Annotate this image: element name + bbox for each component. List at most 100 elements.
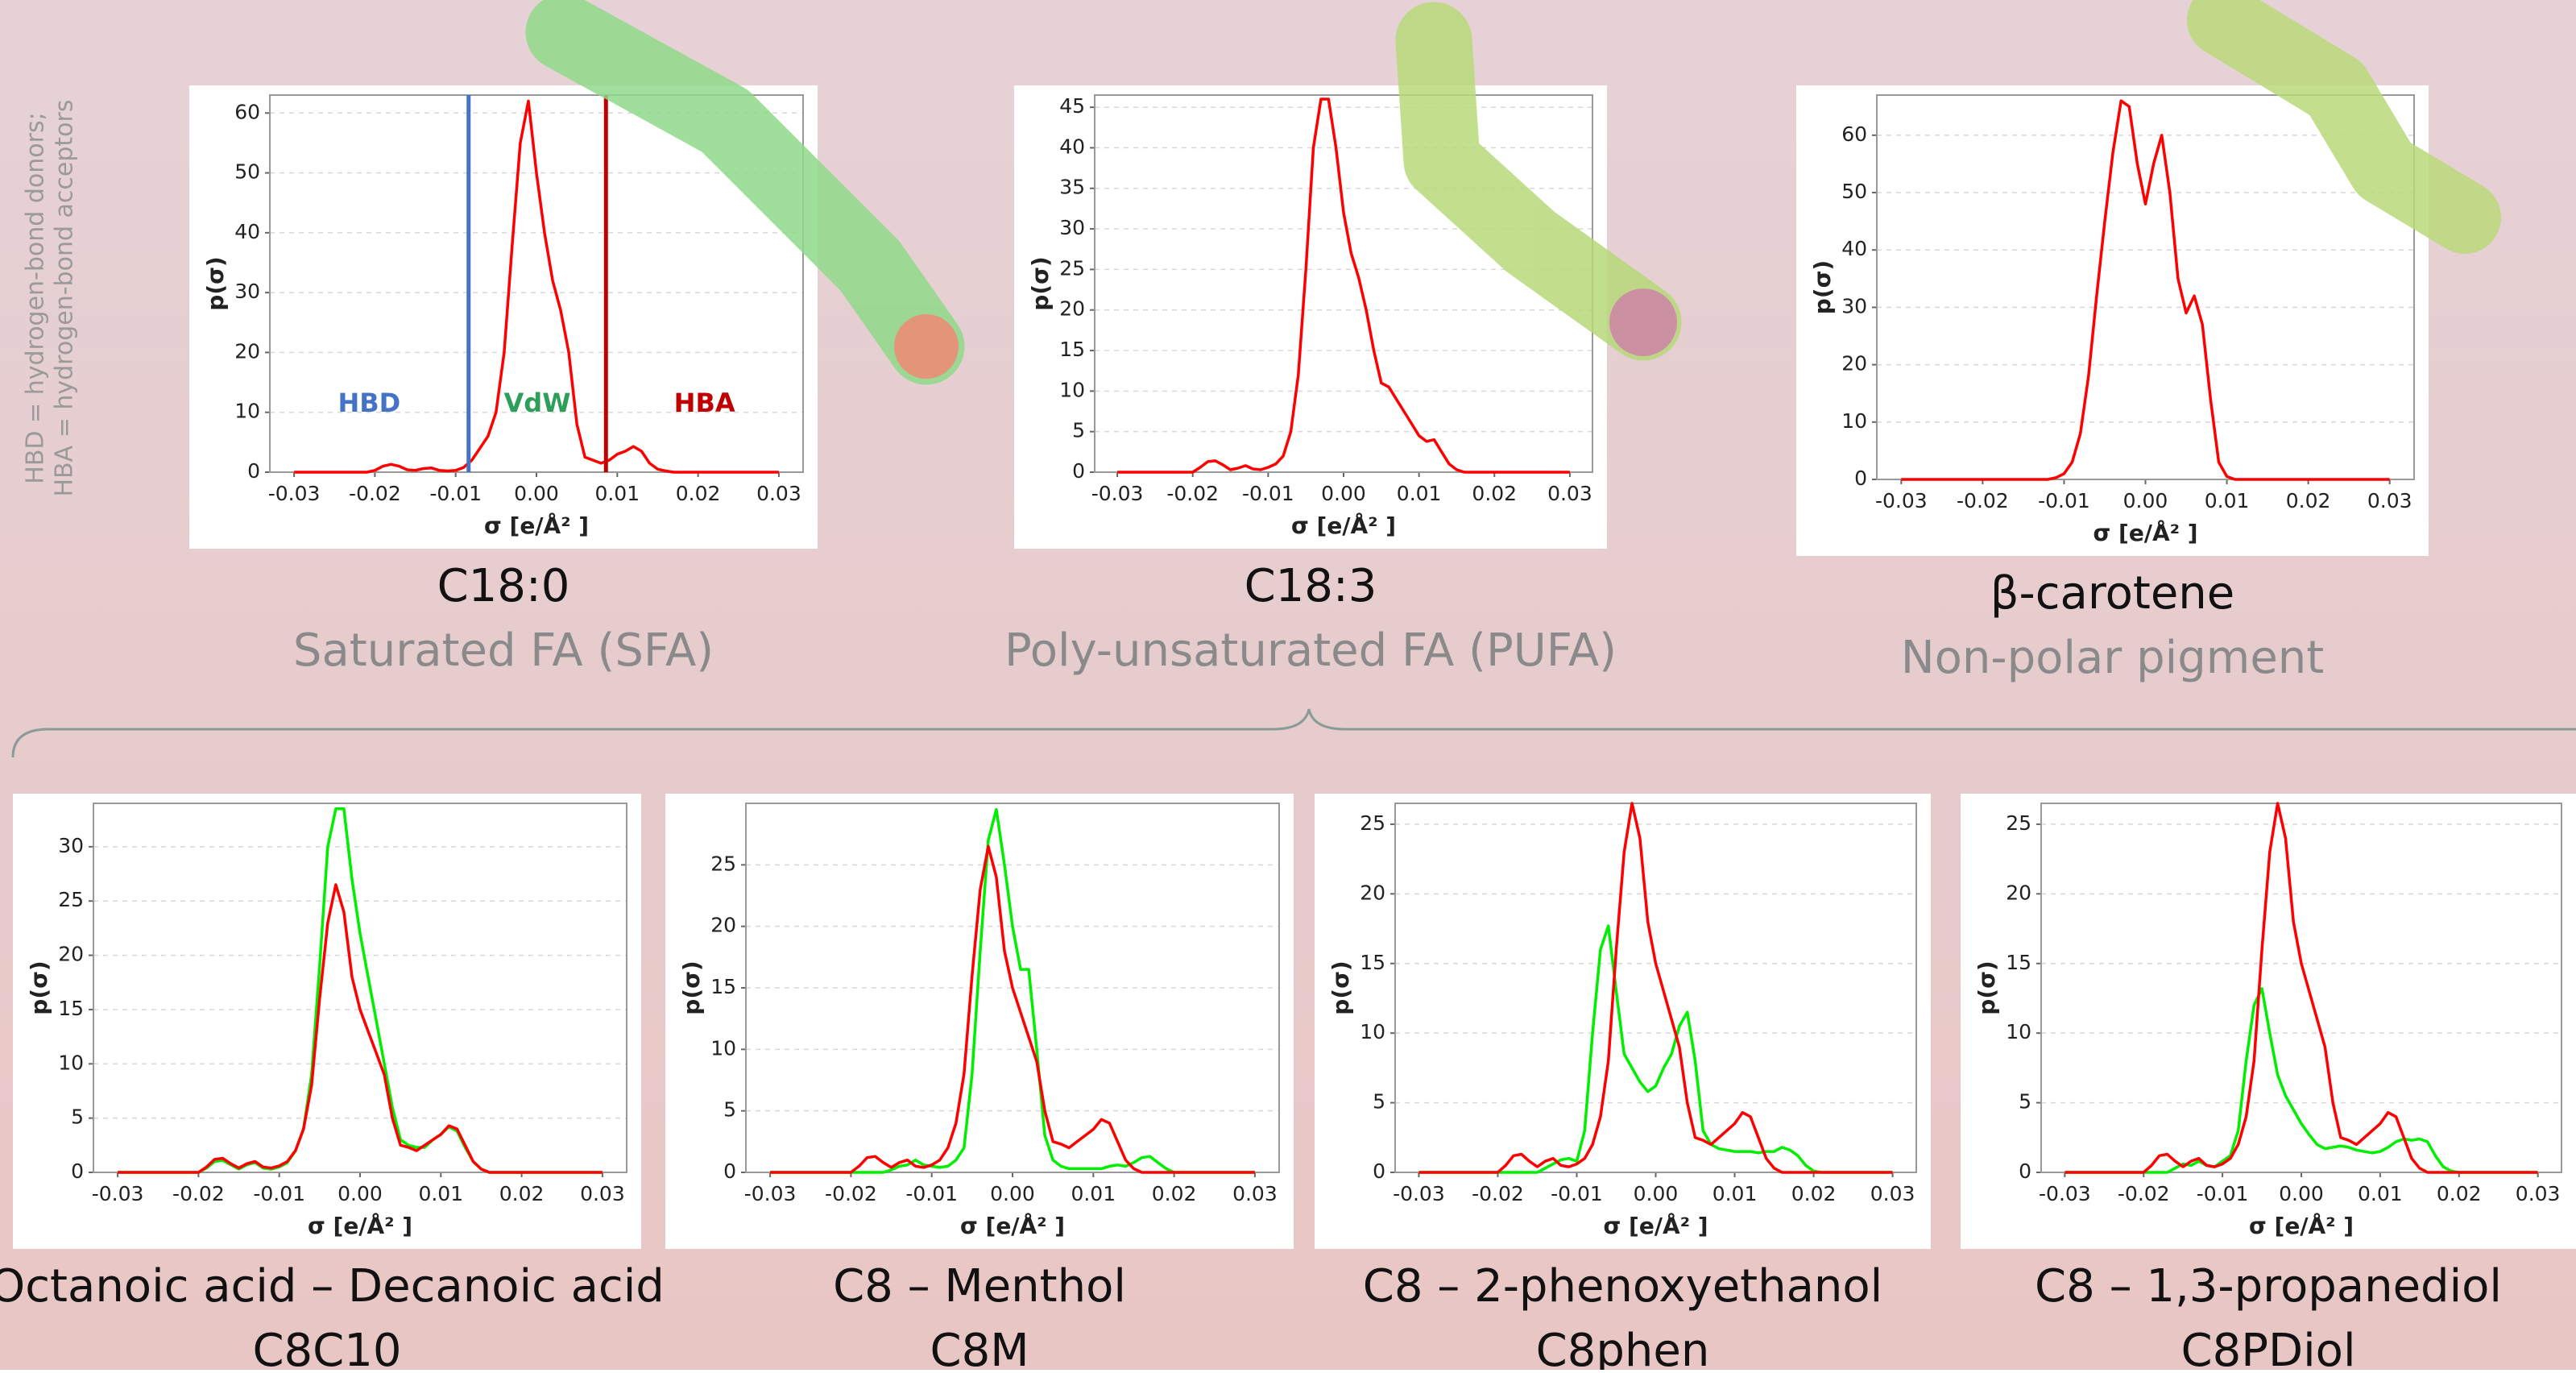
x-tick-label: -0.03: [1875, 489, 1928, 512]
chart-background: [665, 794, 1294, 1249]
x-tick-label: -0.01: [1242, 482, 1294, 505]
y-tick-label: 25: [58, 888, 84, 911]
y-tick-label: 30: [58, 834, 84, 857]
y-tick-label: 0: [71, 1159, 84, 1183]
caption: C8M: [930, 1325, 1029, 1370]
y-tick-label: 50: [1841, 180, 1867, 203]
chart-background: [1014, 85, 1607, 549]
y-tick-label: 20: [2006, 881, 2031, 904]
y-tick-label: 10: [1360, 1020, 1385, 1043]
y-tick-label: 35: [1059, 176, 1085, 199]
y-tick-label: 0: [2019, 1159, 2031, 1183]
y-tick-label: 5: [71, 1105, 84, 1129]
caption: Octanoic acid – Decanoic acid: [0, 1260, 665, 1313]
series-line: [1418, 802, 1893, 1174]
caption: C18:3: [1245, 560, 1377, 612]
x-tick-label: 0.01: [1071, 1182, 1116, 1205]
y-tick-label: 40: [1841, 237, 1867, 260]
series-line: [294, 99, 779, 474]
x-tick-label: 0.03: [1870, 1182, 1915, 1205]
y-tick-label: 5: [1373, 1090, 1385, 1114]
x-tick-label: -0.01: [905, 1182, 958, 1205]
x-axis-label: σ [e/Å² ]: [308, 1212, 412, 1239]
y-tick-label: 10: [2006, 1020, 2031, 1043]
caption: Saturated FA (SFA): [293, 624, 714, 677]
x-tick-label: 0.00: [514, 482, 559, 505]
x-tick-label: -0.01: [2038, 489, 2090, 512]
annotation: HBA: [674, 388, 735, 418]
y-axis-label: p(σ): [26, 960, 52, 1014]
y-tick-label: 10: [1841, 409, 1867, 433]
x-axis-label: σ [e/Å² ]: [2249, 1212, 2354, 1239]
y-tick-label: 50: [234, 160, 260, 184]
y-tick-label: 0: [723, 1159, 736, 1183]
y-tick-label: 10: [58, 1051, 84, 1074]
x-tick-label: -0.01: [253, 1182, 305, 1205]
x-tick-label: -0.02: [349, 482, 401, 505]
chart: 0 5 10 15 20 25 -0.03 -0.02 -0.01 0.00 0.01 0.02 0.0…: [1961, 794, 2576, 1373]
y-tick-label: 20: [234, 339, 260, 363]
x-tick-label: -0.01: [429, 482, 482, 505]
x-axis-label: σ [e/Å² ]: [960, 1212, 1065, 1239]
molecule: [1395, 2, 1682, 361]
x-tick-label: 0.03: [756, 482, 801, 505]
x-tick-label: -0.02: [1957, 489, 2009, 512]
series-line: [1901, 99, 2390, 481]
caption: C8PDiol: [2181, 1325, 2356, 1370]
y-tick-label: 10: [1059, 378, 1085, 401]
y-tick-label: 40: [1059, 135, 1085, 158]
x-tick-label: 0.00: [338, 1182, 383, 1205]
y-tick-label: 0: [1854, 467, 1867, 490]
y-tick-label: 45: [1059, 94, 1085, 118]
molecule-end: [1609, 288, 1677, 356]
y-tick-label: 25: [1059, 256, 1085, 280]
caption: C8 – 2-phenoxyethanol: [1363, 1260, 1883, 1313]
y-tick-label: 0: [1072, 459, 1085, 483]
plot-border: [269, 94, 804, 473]
x-tick-label: 0.02: [1152, 1182, 1197, 1205]
x-tick-label: -0.01: [1551, 1182, 1603, 1205]
x-tick-label: -0.03: [92, 1182, 144, 1205]
y-tick-label: 0: [247, 459, 260, 483]
annotation: VdW: [504, 388, 571, 418]
y-tick-label: 10: [710, 1036, 736, 1060]
x-tick-label: -0.03: [2039, 1182, 2091, 1205]
x-tick-label: 0.03: [2516, 1182, 2561, 1205]
x-tick-label: 0.01: [594, 482, 640, 505]
caption: C8 – Menthol: [833, 1260, 1126, 1313]
caption: C8phen: [1536, 1325, 1710, 1370]
plot-border: [1876, 94, 2415, 480]
x-tick-label: -0.02: [172, 1182, 225, 1205]
chart: 0 10 20 30 40 50 60 -0.03 -0.02 -0.01 0.00 0.01 0.02…: [1796, 85, 2429, 684]
y-tick-label: 20: [58, 943, 84, 966]
x-tick-label: 0.01: [2358, 1182, 2403, 1205]
x-tick-label: -0.01: [2197, 1182, 2249, 1205]
y-tick-label: 20: [1059, 297, 1085, 321]
molecule-end: [894, 314, 959, 379]
x-tick-label: -0.02: [1472, 1182, 1524, 1205]
caption: C8C10: [252, 1325, 401, 1370]
y-tick-label: 15: [2006, 951, 2031, 974]
x-tick-label: 0.03: [2367, 489, 2412, 512]
y-axis-label: p(σ): [678, 960, 705, 1014]
x-axis-label: σ [e/Å² ]: [2093, 519, 2197, 546]
annotation: HBD: [338, 388, 401, 418]
x-tick-label: 0.02: [2286, 489, 2331, 512]
x-tick-label: 0.02: [1472, 482, 1517, 505]
x-tick-label: 0.00: [2279, 1182, 2324, 1205]
y-tick-label: 25: [710, 852, 736, 875]
y-axis-label: p(σ): [202, 256, 229, 310]
x-tick-label: -0.03: [744, 1182, 797, 1205]
y-tick-label: 5: [723, 1098, 736, 1122]
x-tick-label: 0.02: [499, 1182, 545, 1205]
y-tick-label: 15: [710, 975, 736, 998]
plot-border: [1394, 803, 1917, 1173]
x-tick-label: 0.01: [418, 1182, 463, 1205]
y-tick-label: 25: [1360, 811, 1385, 835]
y-tick-label: 40: [234, 220, 260, 243]
x-tick-label: 0.00: [1321, 482, 1366, 505]
molecule-decorations: [525, 0, 2501, 385]
y-tick-label: 60: [1841, 122, 1867, 146]
